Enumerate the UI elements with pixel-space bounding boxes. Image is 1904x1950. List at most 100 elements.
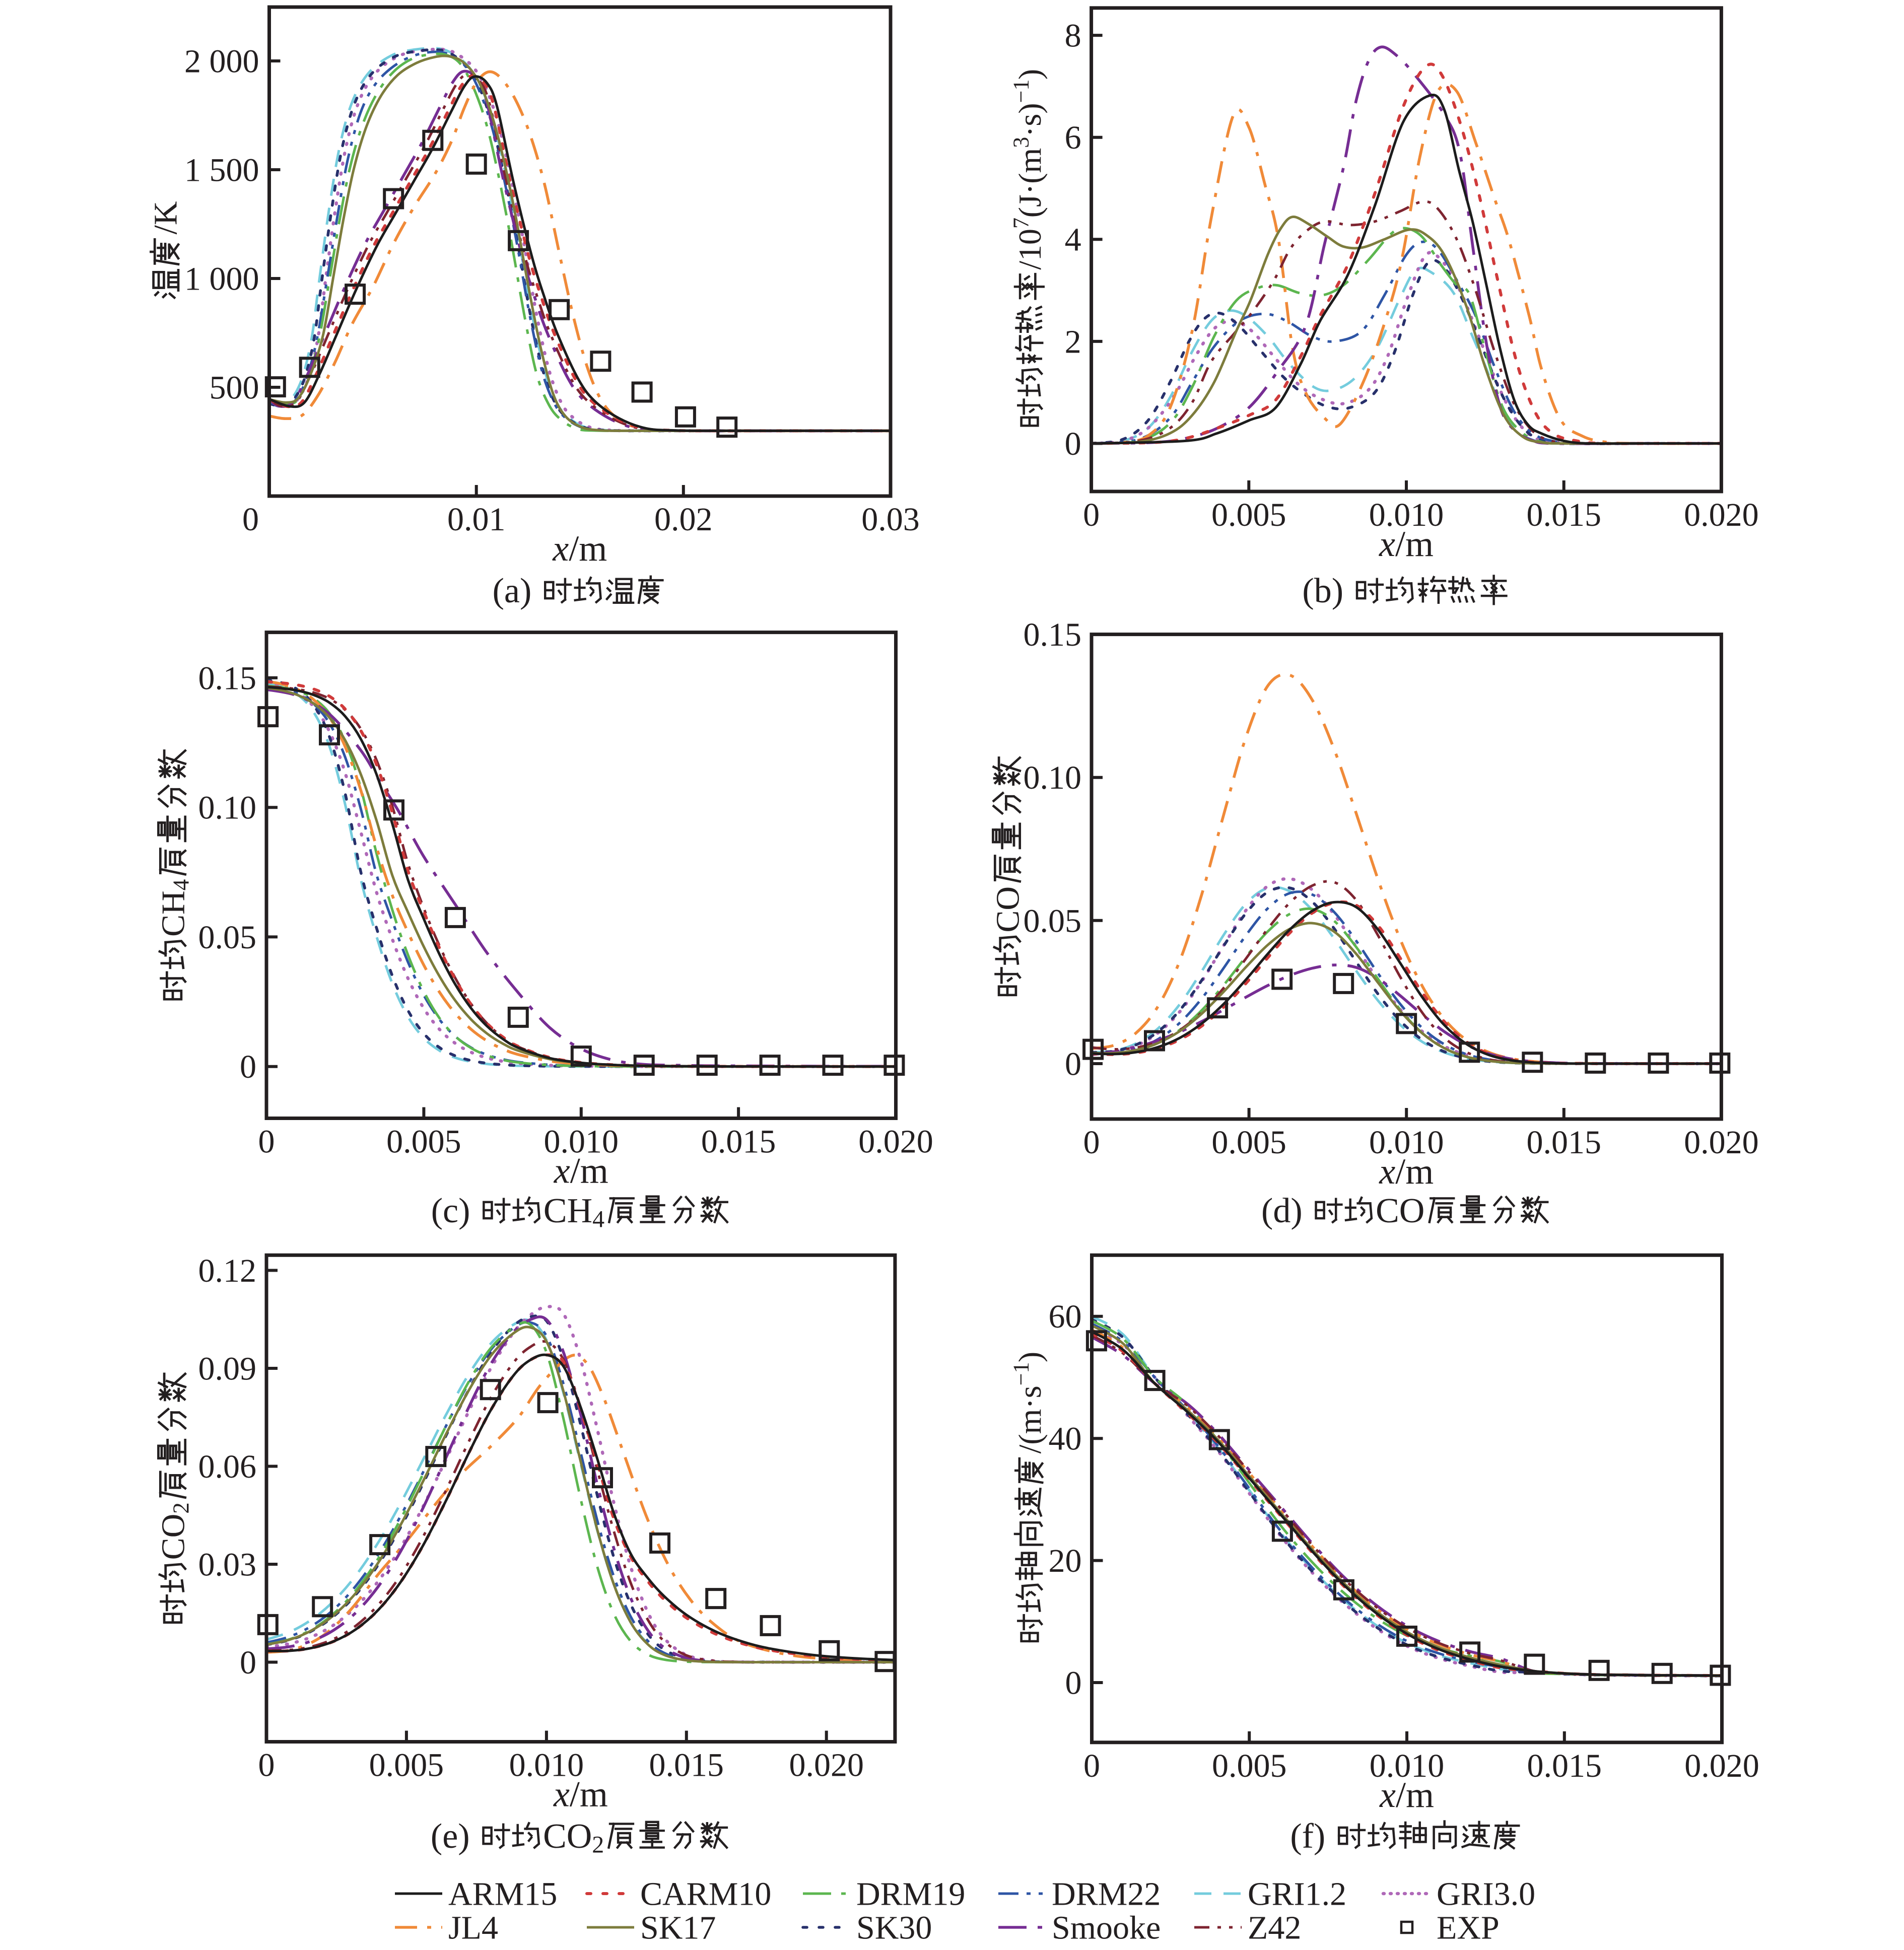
svg-text:x: x xyxy=(554,1151,570,1191)
svg-text:0.12: 0.12 xyxy=(198,1252,257,1289)
svg-text:0: 0 xyxy=(258,1747,275,1784)
svg-text:CO: CO xyxy=(543,1817,592,1856)
svg-text:(J·(m: (J·(m xyxy=(1012,148,1048,218)
svg-text:0.03: 0.03 xyxy=(198,1547,257,1583)
svg-text:CARM10: CARM10 xyxy=(640,1875,771,1912)
svg-text:(b): (b) xyxy=(1302,572,1343,610)
svg-text:0.020: 0.020 xyxy=(789,1747,864,1784)
svg-text:·s): ·s) xyxy=(1012,103,1048,137)
svg-text:): ) xyxy=(1012,1352,1048,1362)
svg-text:−1: −1 xyxy=(1008,1362,1033,1385)
svg-text:0.010: 0.010 xyxy=(1370,1748,1445,1784)
svg-text:2: 2 xyxy=(592,1832,604,1858)
svg-text:CO: CO xyxy=(155,1514,191,1560)
svg-text:ARM15: ARM15 xyxy=(448,1875,557,1912)
svg-text:500: 500 xyxy=(210,369,259,406)
svg-text:/m: /m xyxy=(1396,1775,1434,1815)
svg-text:DRM22: DRM22 xyxy=(1052,1875,1161,1912)
svg-text:(f): (f) xyxy=(1290,1817,1325,1856)
svg-text:0: 0 xyxy=(242,501,259,538)
svg-text:1 500: 1 500 xyxy=(184,152,259,188)
svg-text:2 000: 2 000 xyxy=(184,43,259,80)
svg-text:0.010: 0.010 xyxy=(544,1124,619,1160)
svg-text:0: 0 xyxy=(1083,1124,1100,1161)
svg-text:60: 60 xyxy=(1049,1298,1082,1335)
svg-text:Z42: Z42 xyxy=(1248,1909,1301,1946)
svg-text:0.06: 0.06 xyxy=(198,1448,257,1485)
svg-text:4: 4 xyxy=(169,879,194,891)
svg-text:0: 0 xyxy=(1065,426,1081,462)
svg-text:0.010: 0.010 xyxy=(509,1747,584,1784)
svg-text:/10: /10 xyxy=(1012,229,1048,270)
svg-text:2: 2 xyxy=(169,1502,194,1514)
svg-text:0: 0 xyxy=(1065,1046,1081,1082)
svg-text:CO: CO xyxy=(989,886,1026,933)
svg-text:6: 6 xyxy=(1065,119,1081,156)
svg-text:0.09: 0.09 xyxy=(198,1351,257,1387)
svg-text:0: 0 xyxy=(1065,1664,1082,1701)
svg-text:−1: −1 xyxy=(1008,80,1033,103)
svg-text:(a): (a) xyxy=(493,572,532,610)
svg-text:0: 0 xyxy=(1083,497,1100,533)
svg-text:0.10: 0.10 xyxy=(1024,759,1082,796)
svg-text:0.01: 0.01 xyxy=(447,501,506,538)
svg-text:0.015: 0.015 xyxy=(701,1124,776,1160)
svg-text:0.05: 0.05 xyxy=(1024,902,1082,939)
svg-text:JL4: JL4 xyxy=(448,1909,498,1946)
svg-text:GRI1.2: GRI1.2 xyxy=(1248,1875,1346,1912)
svg-text:0.02: 0.02 xyxy=(654,501,713,538)
svg-text:0.020: 0.020 xyxy=(858,1124,933,1160)
svg-text:4: 4 xyxy=(592,1206,604,1233)
svg-text:0: 0 xyxy=(240,1644,256,1681)
svg-text:0.020: 0.020 xyxy=(1684,497,1759,533)
svg-text:2: 2 xyxy=(1065,323,1081,360)
svg-text:SK17: SK17 xyxy=(640,1909,716,1946)
svg-text:0.010: 0.010 xyxy=(1369,497,1444,533)
svg-text:0: 0 xyxy=(240,1049,256,1085)
svg-text:0.15: 0.15 xyxy=(198,660,257,697)
svg-text:0.005: 0.005 xyxy=(1211,497,1286,533)
svg-text:4: 4 xyxy=(1065,222,1081,258)
svg-text:0: 0 xyxy=(1083,1748,1100,1784)
svg-text:0.05: 0.05 xyxy=(198,919,257,956)
svg-text:EXP: EXP xyxy=(1437,1909,1500,1946)
svg-text:0.010: 0.010 xyxy=(1369,1124,1444,1161)
svg-text:0.015: 0.015 xyxy=(1527,1124,1602,1161)
svg-text:/m: /m xyxy=(1395,1151,1434,1192)
svg-text:40: 40 xyxy=(1049,1421,1082,1457)
svg-text:/K: /K xyxy=(147,201,184,235)
svg-text:0.020: 0.020 xyxy=(1684,1124,1759,1161)
svg-text:/(m·s: /(m·s xyxy=(1012,1385,1048,1453)
svg-text:): ) xyxy=(1012,69,1048,80)
svg-text:SK30: SK30 xyxy=(856,1909,932,1946)
svg-text:0.03: 0.03 xyxy=(861,501,920,538)
svg-text:0.015: 0.015 xyxy=(649,1747,724,1784)
svg-text:x: x xyxy=(1379,1775,1396,1815)
svg-text:/m: /m xyxy=(570,1774,608,1815)
svg-text:0.005: 0.005 xyxy=(1212,1748,1287,1784)
svg-text:0.005: 0.005 xyxy=(1211,1124,1286,1161)
svg-text:x: x xyxy=(1379,1151,1395,1192)
svg-text:0.015: 0.015 xyxy=(1526,497,1601,533)
svg-text:/m: /m xyxy=(570,1151,608,1191)
svg-text:/m: /m xyxy=(1395,524,1434,564)
svg-text:CH: CH xyxy=(543,1192,592,1230)
svg-text:CO: CO xyxy=(1376,1192,1424,1230)
svg-text:7: 7 xyxy=(1008,218,1033,229)
svg-text:0.10: 0.10 xyxy=(198,790,257,826)
svg-text:0.005: 0.005 xyxy=(369,1747,444,1784)
svg-text:DRM19: DRM19 xyxy=(856,1875,965,1912)
svg-text:0.005: 0.005 xyxy=(386,1124,461,1160)
svg-text:GRI3.0: GRI3.0 xyxy=(1437,1875,1535,1912)
svg-text:0.15: 0.15 xyxy=(1024,616,1082,653)
svg-text:x: x xyxy=(1379,524,1395,564)
svg-text:0.020: 0.020 xyxy=(1684,1748,1759,1784)
svg-text:1 000: 1 000 xyxy=(184,260,259,297)
svg-text:0.015: 0.015 xyxy=(1527,1748,1602,1784)
svg-text:(e): (e) xyxy=(431,1817,470,1856)
svg-text:(d): (d) xyxy=(1261,1192,1303,1230)
svg-text:3: 3 xyxy=(1008,137,1033,148)
svg-text:/m: /m xyxy=(569,528,607,569)
svg-text:x: x xyxy=(552,528,569,569)
svg-text:x: x xyxy=(553,1774,570,1815)
